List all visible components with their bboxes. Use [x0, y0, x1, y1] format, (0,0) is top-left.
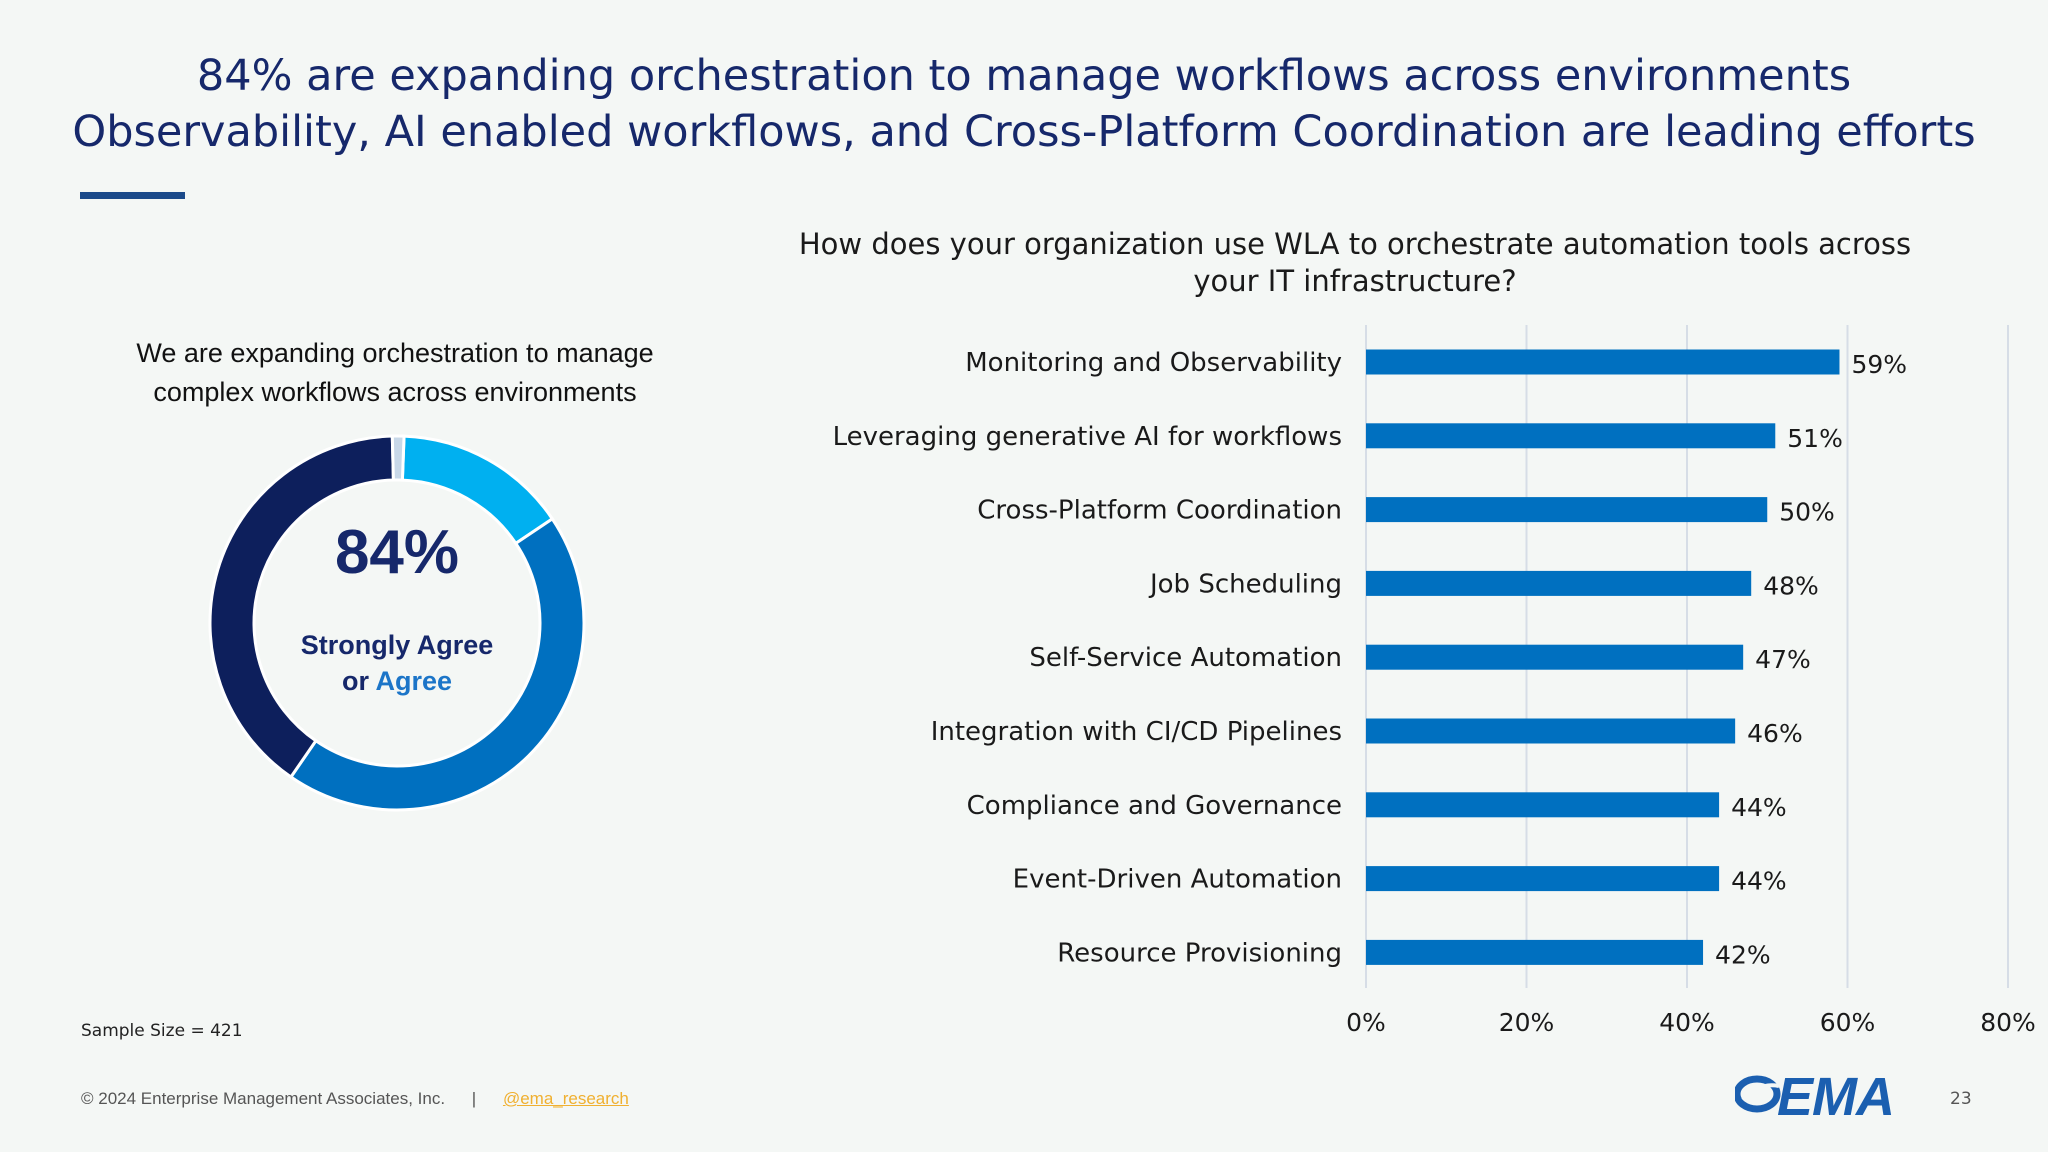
value-label: 44% [1731, 793, 1787, 822]
x-tick-label: 20% [1499, 1008, 1555, 1037]
donut-center-label-line-2: or Agree [342, 666, 452, 696]
category-label: Cross-Platform Coordination [977, 496, 1342, 526]
title-underline [80, 192, 185, 199]
value-label: 59% [1851, 350, 1907, 379]
category-label: Job Scheduling [1148, 569, 1342, 599]
donut-title-line-2: complex workflows across environments [153, 377, 637, 407]
ema-swirl-icon [1735, 1075, 1781, 1113]
value-label: 47% [1755, 645, 1811, 674]
footer-separator: | [471, 1089, 477, 1108]
bar [1366, 570, 1752, 596]
sample-size: Sample Size = 421 [81, 1021, 243, 1041]
title-line-2: Observability, AI enabled workflows, and… [72, 107, 1976, 157]
bar [1366, 866, 1720, 892]
title-line-1: 84% are expanding orchestration to manag… [196, 51, 1852, 101]
x-tick-label: 40% [1659, 1008, 1715, 1037]
donut-title-line-1: We are expanding orchestration to manage [136, 338, 654, 368]
category-label: Leveraging generative AI for workflows [833, 422, 1342, 452]
value-label: 42% [1715, 940, 1771, 969]
bar [1366, 497, 1768, 523]
donut-center-label-accent: Agree [375, 666, 452, 696]
category-label: Monitoring and Observability [965, 348, 1342, 378]
x-tick-label: 0% [1346, 1008, 1386, 1037]
donut-slice-agree [288, 516, 586, 812]
category-label: Event-Driven Automation [1013, 865, 1342, 895]
donut-slice-strongly-agree [208, 434, 395, 780]
donut-center-label-prefix: or [342, 666, 369, 696]
category-label: Integration with CI/CD Pipelines [931, 717, 1342, 747]
bar-chart-title: How does your organization use WLA to or… [780, 226, 1930, 300]
donut-chart-title: We are expanding orchestration to manage… [95, 334, 695, 412]
bar-marks: Monitoring and Observability 59% Leveragin… [833, 348, 1907, 969]
ema-logo-text: EMA [1777, 1067, 1895, 1127]
donut-center-label-line-1: Strongly Agree [301, 630, 494, 660]
x-tick-label: 60% [1820, 1008, 1876, 1037]
footer: © 2024 Enterprise Management Associates,… [81, 1089, 629, 1109]
slide-title: 84% are expanding orchestration to manag… [0, 48, 2048, 160]
value-label: 51% [1787, 424, 1843, 453]
bar [1366, 423, 1776, 449]
value-label: 46% [1747, 719, 1803, 748]
bar [1366, 792, 1720, 818]
category-label: Resource Provisioning [1057, 938, 1342, 968]
value-label: 44% [1731, 867, 1787, 896]
bar-x-axis: 0% 20% 40% 60% 80% [1346, 1008, 2036, 1037]
bar-title-line-1: How does your organization use WLA to or… [798, 227, 1912, 261]
x-tick-label: 80% [1980, 1008, 2036, 1037]
page-number: 23 [1950, 1089, 1972, 1109]
donut-center-value: 84% [335, 518, 459, 587]
donut-slices [208, 434, 586, 812]
bar [1366, 939, 1704, 965]
value-label: 48% [1763, 571, 1819, 600]
category-label: Compliance and Governance [967, 791, 1342, 821]
value-label: 50% [1779, 498, 1835, 527]
ema-logo: EMA [1735, 1068, 1910, 1126]
category-label: Self-Service Automation [1029, 643, 1342, 673]
bar [1366, 718, 1736, 744]
bar-title-line-2: your IT infrastructure? [1193, 264, 1517, 298]
donut-slice-other [390, 434, 406, 482]
twitter-handle-link[interactable]: @ema_research [502, 1089, 629, 1108]
bar [1366, 349, 1840, 375]
bar [1366, 644, 1744, 670]
copyright: © 2024 Enterprise Management Associates,… [81, 1089, 446, 1108]
